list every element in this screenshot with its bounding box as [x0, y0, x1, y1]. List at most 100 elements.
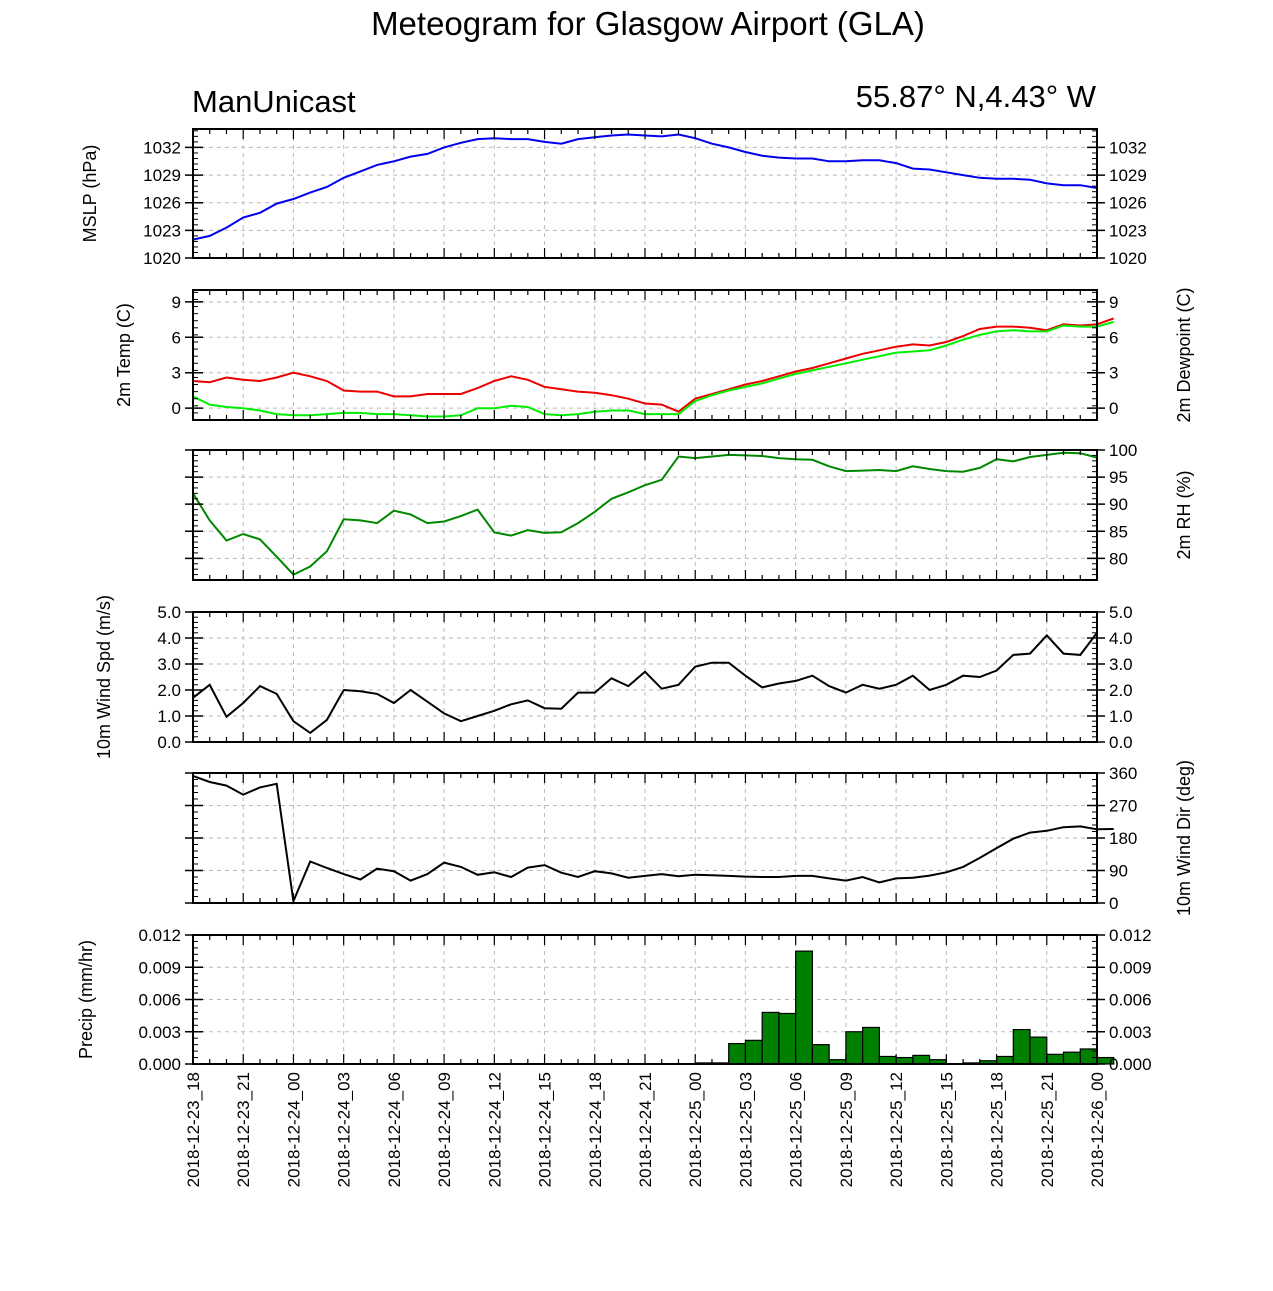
x-tick-label: 2018-12-25_09: [837, 1072, 856, 1187]
x-tick-label: 2018-12-25_18: [988, 1072, 1007, 1187]
location-label: 55.87° N,4.43° W: [856, 79, 1097, 114]
y-axis-label-left: 10m Wind Spd (m/s): [94, 595, 114, 759]
y-tick-label-right: 0.000: [1109, 1055, 1152, 1074]
y-tick-label-left: 3: [172, 364, 181, 383]
panel-wdir: 0 90 180 270 360 10m Wind Dir (deg): [185, 760, 1194, 916]
y-tick-label-right: 0.012: [1109, 926, 1152, 945]
y-tick-label-right: 270: [1109, 797, 1137, 816]
y-tick-label-left: 2.0: [157, 681, 181, 700]
y-tick-label-right: 1020: [1109, 249, 1147, 268]
y-tick-label-right: 6: [1109, 328, 1118, 347]
y-tick-label-right: 0.009: [1109, 958, 1152, 977]
x-tick-label: 2018-12-24_06: [385, 1072, 404, 1187]
x-tick-label: 2018-12-24_03: [335, 1072, 354, 1187]
precip-bar: [878, 1055, 897, 1065]
x-tick-label: 2018-12-25_00: [686, 1072, 705, 1187]
panel-precip: 0.000 0.000 0.003 0.003 0.006 0.006 0.009 0.009…: [76, 926, 1152, 1074]
precip-bar: [744, 1039, 763, 1065]
y-tick-label-right: 85: [1109, 522, 1128, 541]
y-tick-label-right: 2.0: [1109, 681, 1133, 700]
series-line-rh: [192, 451, 1098, 576]
series-line-dewpoint: [192, 320, 1114, 418]
precip-bar: [862, 1026, 880, 1065]
y-tick-label-left: 1.0: [157, 707, 181, 726]
y-tick-label-right: 95: [1109, 468, 1128, 487]
x-tick-label: 2018-12-24_00: [284, 1072, 303, 1187]
y-tick-label-left: 1026: [143, 194, 181, 213]
y-tick-label-right: 0.0: [1109, 733, 1133, 752]
x-tick-label: 2018-12-23_21: [234, 1072, 253, 1187]
y-tick-label-right: 5.0: [1109, 603, 1133, 622]
y-tick-label-left: 6: [172, 328, 181, 347]
series-line-temp: [192, 317, 1115, 413]
y-tick-label-left: 5.0: [157, 603, 181, 622]
y-tick-label-left: 9: [172, 293, 181, 312]
y-tick-label-right: 180: [1109, 829, 1137, 848]
x-tick-label: 2018-12-24_12: [485, 1072, 504, 1187]
y-tick-label-left: 1023: [143, 221, 181, 240]
y-tick-label-right: 0: [1109, 894, 1118, 913]
y-tick-label-left: 0.003: [138, 1023, 181, 1042]
precip-bar: [1012, 1028, 1031, 1065]
y-tick-label-right: 0.006: [1109, 991, 1152, 1010]
y-tick-label-right: 80: [1109, 549, 1128, 568]
y-tick-label-left: 1020: [143, 249, 181, 268]
y-tick-label-right: 1026: [1109, 194, 1147, 213]
y-tick-label-left: 0.012: [138, 926, 181, 945]
x-tick-label: 2018-12-26_00: [1088, 1072, 1107, 1187]
panel-rh: 80 85 90 95 100 2m RH (%): [185, 441, 1194, 581]
panel-mslp: 1020 1020 1023 1023 1026 1026 1029 1029 1032 1032…: [80, 128, 1147, 268]
precip-bar: [845, 1031, 864, 1065]
x-tick-label: 2018-12-25_21: [1038, 1072, 1057, 1187]
x-tick-label: 2018-12-24_15: [536, 1072, 555, 1187]
y-tick-label-left: 3.0: [157, 655, 181, 674]
x-tick-label: 2018-12-24_21: [636, 1072, 655, 1187]
x-tick-label: 2018-12-24_09: [435, 1072, 454, 1187]
precip-bar: [1062, 1051, 1081, 1065]
y-tick-label-left: 0.000: [138, 1055, 181, 1074]
x-axis: 2018-12-23_18 2018-12-23_21 2018-12-24_00 2…: [184, 1072, 1107, 1187]
y-tick-label-right: 1023: [1109, 221, 1147, 240]
chart-title: Meteogram for Glasgow Airport (GLA): [371, 5, 925, 42]
precip-bar: [728, 1042, 747, 1065]
y-tick-label-right: 360: [1109, 764, 1137, 783]
y-axis-label-left: MSLP (hPa): [80, 145, 100, 243]
y-tick-label-right: 1029: [1109, 166, 1147, 185]
panels-group: 1020 1020 1023 1023 1026 1026 1029 1029 1032 1032…: [76, 128, 1194, 1074]
x-tick-label: 2018-12-25_12: [887, 1072, 906, 1187]
x-tick-label: 2018-12-25_03: [736, 1072, 755, 1187]
y-tick-label-right: 0.003: [1109, 1023, 1152, 1042]
y-axis-label-left: Precip (mm/hr): [76, 940, 96, 1059]
panel-temp: 0 0 3 3 6 6 9 9 2m Temp (C) 2m Dewpoint (C): [114, 287, 1194, 422]
y-tick-label-left: 0: [172, 399, 181, 418]
y-tick-label-right: 3: [1109, 364, 1118, 383]
x-tick-label: 2018-12-24_18: [586, 1072, 605, 1187]
precip-bar: [1029, 1036, 1048, 1065]
series-line-wind: [192, 774, 1114, 905]
y-tick-label-left: 0.009: [138, 958, 181, 977]
y-axis-label-right: 2m RH (%): [1174, 471, 1194, 560]
y-tick-label-right: 3.0: [1109, 655, 1133, 674]
y-tick-label-right: 4.0: [1109, 629, 1133, 648]
precip-bar: [912, 1054, 931, 1065]
x-tick-label: 2018-12-23_18: [184, 1072, 203, 1187]
y-axis-label-left: 2m Temp (C): [114, 303, 134, 407]
y-tick-label-right: 0: [1109, 399, 1118, 418]
y-tick-label-right: 100: [1109, 441, 1137, 460]
precip-bar: [1046, 1053, 1065, 1065]
y-tick-label-left: 1032: [143, 138, 181, 157]
x-tick-label: 2018-12-25_06: [787, 1072, 806, 1187]
y-axis-label-right: 2m Dewpoint (C): [1174, 287, 1194, 422]
precip-bar: [795, 950, 814, 1065]
y-tick-label-right: 90: [1109, 862, 1128, 881]
y-tick-label-right: 1.0: [1109, 707, 1133, 726]
y-tick-label-left: 4.0: [157, 629, 181, 648]
y-tick-label-left: 0.006: [138, 991, 181, 1010]
panel-wspd: 0.0 0.0 1.0 1.0 2.0 2.0 3.0 3.0 4.0 4.0 5.0 5.0 10m …: [94, 595, 1133, 759]
y-tick-label-left: 0.0: [157, 733, 181, 752]
x-tick-label: 2018-12-25_15: [937, 1072, 956, 1187]
y-tick-label-right: 9: [1109, 293, 1118, 312]
y-tick-label-left: 1029: [143, 166, 181, 185]
precip-bar: [778, 1012, 797, 1065]
